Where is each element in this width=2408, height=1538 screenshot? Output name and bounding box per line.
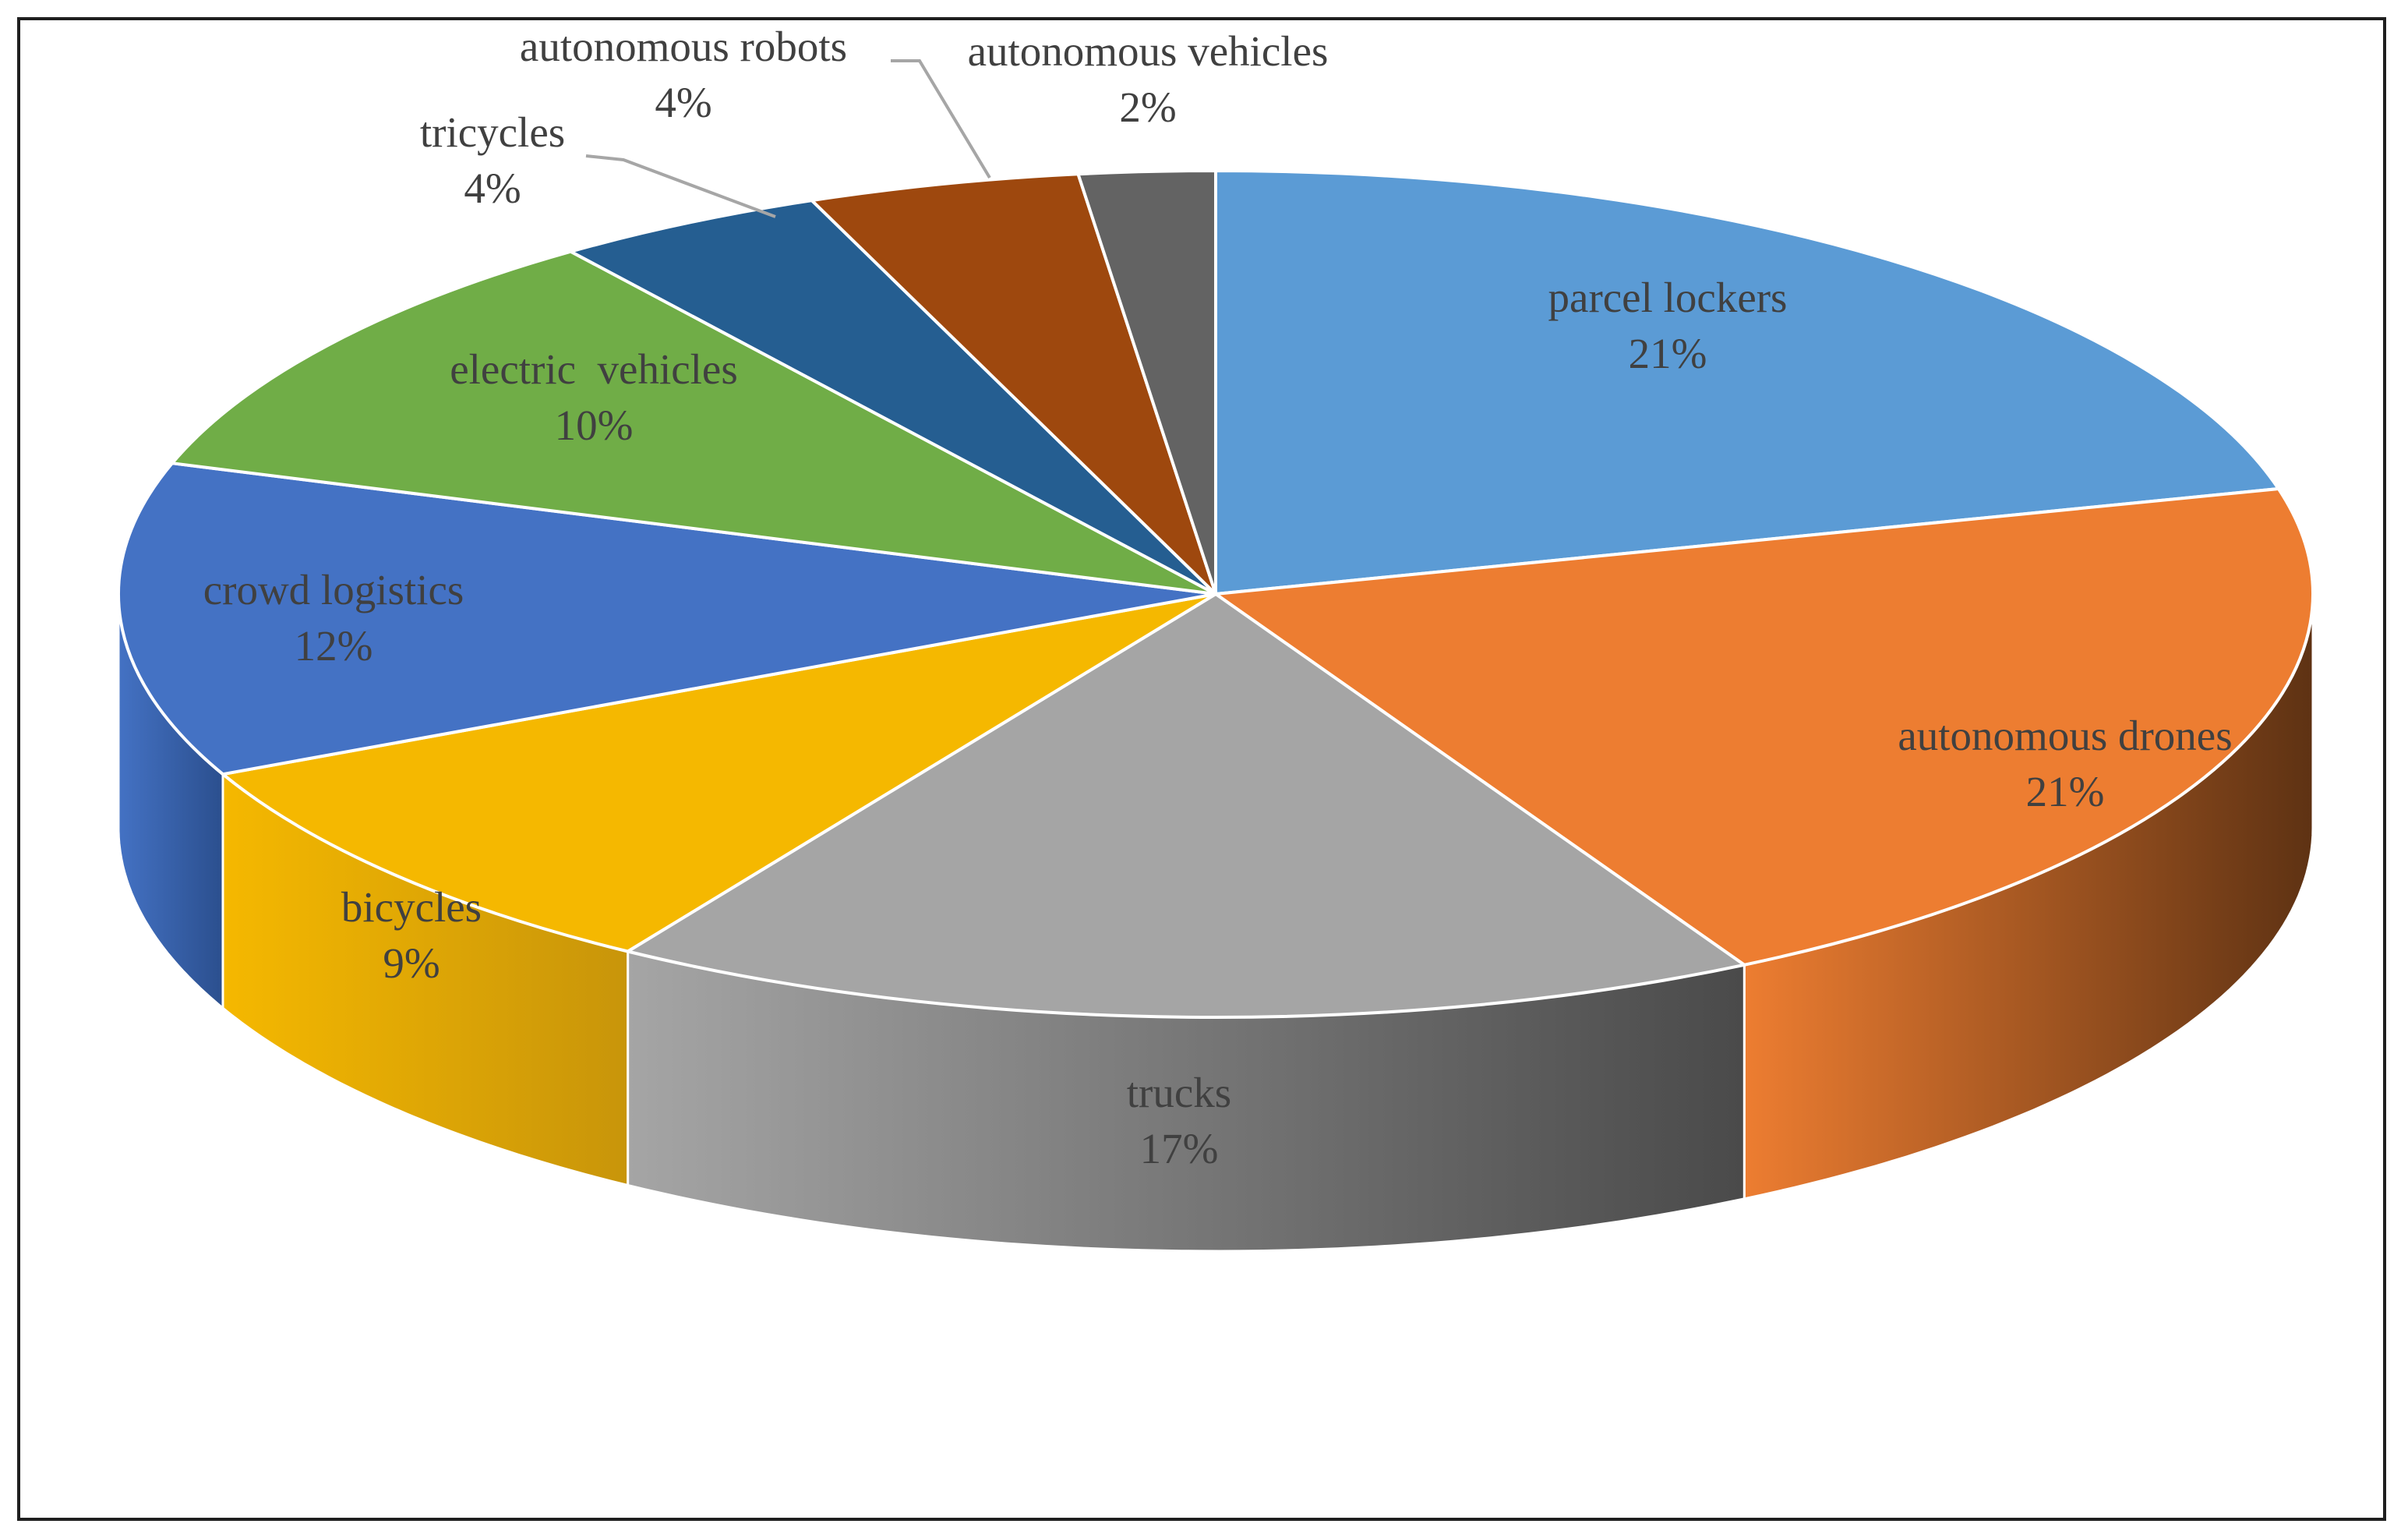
slice-label-value: 21% bbox=[1629, 330, 1707, 377]
slice-label-value: 2% bbox=[1119, 83, 1176, 131]
pie-slice-electric-vehicles bbox=[170, 249, 1217, 596]
slice-label-value: 9% bbox=[383, 939, 440, 987]
leader-line-6 bbox=[585, 154, 776, 218]
slice-label-name: autonomous drones bbox=[1898, 712, 2232, 759]
slice-label-value: 4% bbox=[464, 164, 521, 212]
slice-label-value: 17% bbox=[1140, 1125, 1219, 1172]
slice-label-name: trucks bbox=[1127, 1069, 1231, 1116]
slice-label-name: parcel lockers bbox=[1548, 274, 1788, 321]
pie-slice-crowd-logistics bbox=[116, 461, 1217, 776]
leader-line-7 bbox=[891, 59, 991, 179]
slice-label-name: electric vehicles bbox=[450, 345, 738, 393]
pie-leaders bbox=[585, 59, 991, 218]
pie-slice-trucks bbox=[626, 592, 1746, 1019]
slice-label-value: 12% bbox=[295, 622, 373, 670]
slice-label-name: bicycles bbox=[341, 883, 482, 931]
pie-labels: parcel lockers 21% autonomous drones 21% tru… bbox=[203, 23, 2233, 1172]
pie-slice-autonomous-vehicles bbox=[1076, 169, 1217, 596]
slice-label-value: 21% bbox=[2026, 768, 2105, 815]
slice-label-name: tricycles bbox=[420, 108, 565, 156]
slice-label-name: autonomous vehicles bbox=[968, 27, 1329, 75]
pie-slice-parcel-lockers bbox=[1214, 169, 2280, 596]
slice-label-name: autonomous robots bbox=[520, 23, 847, 70]
slice-label-value: 10% bbox=[555, 401, 634, 449]
slice-label-name: crowd logistics bbox=[203, 566, 464, 613]
pie-slice-autonomous-drones bbox=[1214, 487, 2314, 967]
pie-slice-bicycles bbox=[221, 592, 1217, 953]
pie-slice-tricycles bbox=[569, 199, 1217, 596]
pie-tops bbox=[116, 169, 2314, 1019]
pie-slice-autonomous-robots bbox=[810, 172, 1217, 596]
slice-label-value: 4% bbox=[655, 79, 711, 126]
